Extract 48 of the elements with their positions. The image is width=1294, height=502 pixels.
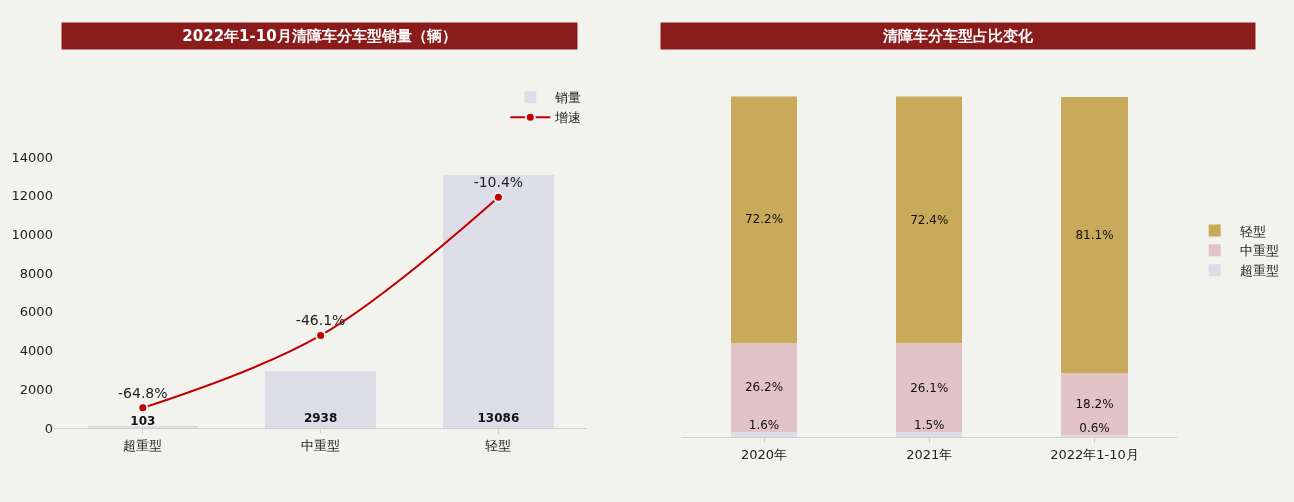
legend-label: 增速: [554, 110, 582, 126]
bar: [896, 96, 963, 344]
y-tick-label: 10000: [11, 227, 53, 243]
data-label: 81.1%: [1075, 227, 1114, 242]
x-tick-label: 中重型: [301, 437, 341, 453]
data-label: 1.5%: [914, 418, 945, 433]
data-label: 72.4%: [910, 212, 949, 227]
data-label: 2938: [303, 411, 338, 426]
data-label: 13086: [477, 411, 520, 426]
x-tick-label: 超重型: [123, 437, 163, 453]
bar: [265, 371, 376, 428]
bar: [896, 432, 963, 438]
x-tick-label: 2021年: [906, 446, 953, 462]
y-tick-label: 0: [44, 420, 53, 436]
bar: [730, 342, 798, 432]
x-tick-label: 2022年1-10月: [1050, 446, 1139, 462]
bar: [1061, 373, 1128, 436]
data-label: 26.2%: [744, 380, 784, 395]
bar: [1061, 435, 1128, 438]
data-label: 103: [130, 414, 156, 429]
data-label: -10.4%: [473, 174, 524, 191]
bar: [896, 343, 963, 433]
bar: [1061, 96, 1128, 374]
data-label: 18.2%: [1075, 397, 1114, 412]
x-tick-label: 2020年: [741, 446, 788, 462]
legend-label: 中重型: [1239, 243, 1279, 259]
bar: [87, 425, 198, 428]
data-label: 1.6%: [748, 417, 780, 432]
y-tick-label: 12000: [11, 188, 53, 204]
bar: [730, 96, 798, 343]
data-label: -46.1%: [295, 312, 346, 329]
y-tick-label: 14000: [11, 149, 53, 165]
legend-label: 超重型: [1239, 263, 1279, 279]
y-tick-label: 8000: [19, 265, 53, 281]
chart-title: 清障车分车型占比变化: [882, 27, 1034, 45]
legend-label: 轻型: [1239, 223, 1266, 239]
bar: [730, 431, 798, 438]
y-tick-label: 4000: [19, 343, 53, 359]
x-tick-label: 轻型: [485, 437, 512, 453]
data-label: 26.1%: [910, 380, 949, 395]
data-label: -64.8%: [118, 384, 168, 401]
y-tick-label: 6000: [19, 304, 53, 320]
legend-label: 销量: [554, 90, 582, 106]
bar: [443, 174, 554, 428]
data-label: 0.6%: [1079, 421, 1110, 436]
data-label: 72.2%: [744, 212, 784, 227]
y-tick-label: 2000: [19, 381, 53, 397]
chart-title: 2022年1-10月清障车分车型销量（辆）: [182, 27, 457, 45]
